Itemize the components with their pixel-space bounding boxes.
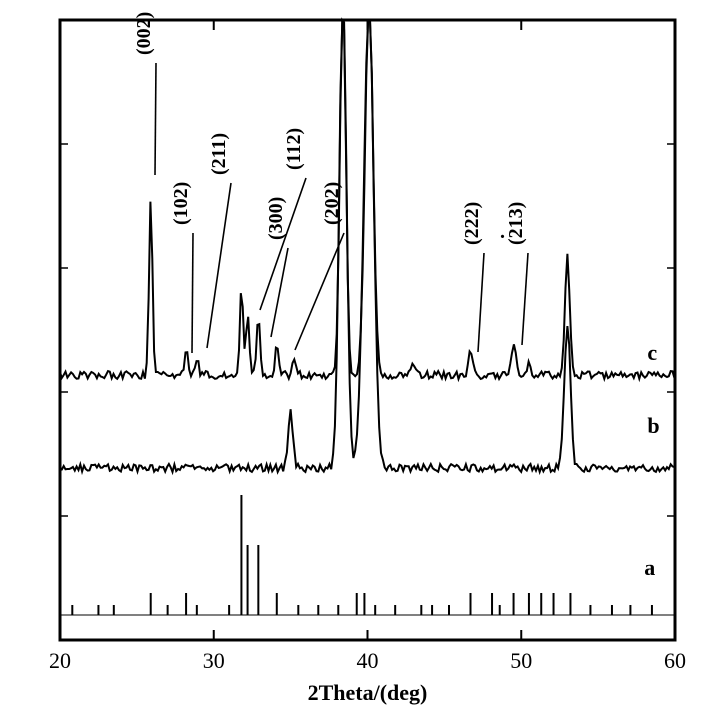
xtick-label: 50 bbox=[510, 648, 532, 673]
chart-container: 20 30 40 50 60 2Theta/(deg) a b c (002) (102) (211)… bbox=[0, 0, 726, 710]
peak-leader bbox=[478, 253, 484, 352]
peak-label: (222) bbox=[461, 202, 483, 245]
peak-leader bbox=[522, 253, 528, 345]
peak-leader bbox=[207, 183, 231, 348]
trace-label-c: c bbox=[647, 340, 657, 365]
xaxis-label: 2Theta/(deg) bbox=[308, 680, 428, 705]
peak-label: (211) bbox=[208, 133, 230, 175]
trace-label-b: b bbox=[647, 413, 659, 438]
peak-label: (002) bbox=[133, 12, 155, 55]
trace-label-a: a bbox=[644, 555, 655, 580]
peak-leader bbox=[155, 63, 156, 175]
dot-mark: . bbox=[500, 221, 505, 243]
peak-label: (213) bbox=[505, 202, 527, 245]
peak-label: (202) bbox=[321, 182, 343, 225]
peak-label: (112) bbox=[283, 128, 305, 170]
xrd-chart-svg: 20 30 40 50 60 2Theta/(deg) a b c (002) (102) (211)… bbox=[0, 0, 726, 710]
plot-border bbox=[60, 20, 675, 640]
trace-c bbox=[60, 20, 674, 379]
xtick-label: 30 bbox=[203, 648, 225, 673]
xtick-label: 60 bbox=[664, 648, 686, 673]
peak-leader bbox=[271, 248, 288, 337]
peak-label: (300) bbox=[265, 197, 287, 240]
peak-label: (102) bbox=[170, 182, 192, 225]
peak-leader bbox=[192, 233, 193, 353]
xtick-label: 40 bbox=[357, 648, 379, 673]
xtick-label: 20 bbox=[49, 648, 71, 673]
